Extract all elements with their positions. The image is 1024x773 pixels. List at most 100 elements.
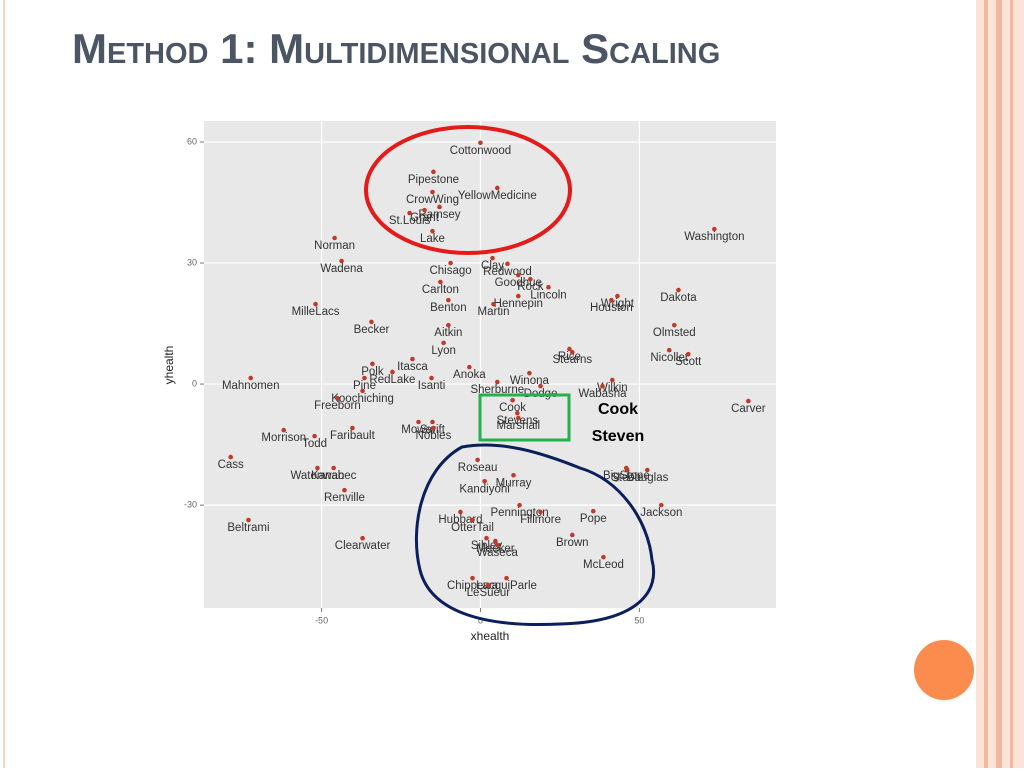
point-label: Steele (611, 472, 644, 484)
point (332, 235, 337, 241)
point-label: LeSueur (467, 587, 511, 599)
point-label: Wilkin (597, 382, 628, 394)
point-label: Becker (354, 324, 390, 336)
point-label: Waseca (477, 547, 519, 559)
point-label: Fillmore (520, 514, 561, 526)
point (546, 284, 551, 290)
point (658, 502, 664, 508)
point (228, 454, 233, 460)
x-axis-title: xhealth (471, 629, 510, 643)
point-label: Chippewa (447, 580, 499, 592)
y-tick-label: 30 (187, 257, 197, 267)
point-label: Sherburne (470, 384, 524, 396)
point (712, 226, 717, 232)
point (470, 575, 475, 581)
point-label: Morrison (261, 432, 306, 444)
point-label: Clearwater (335, 540, 391, 552)
point-label: Olmsted (653, 327, 696, 339)
point (685, 351, 691, 357)
point-label: Grant (410, 212, 440, 224)
stripe (1010, 0, 1013, 768)
x-tick-label: 0 (478, 615, 483, 625)
point-label: Mower (401, 424, 436, 436)
point (482, 479, 487, 484)
point-label: Wadena (320, 263, 363, 275)
point-label: LacquiParle (476, 580, 537, 592)
point-label: Sibley (471, 540, 503, 552)
point-label: Jackson (640, 507, 682, 519)
point-label: Ramsey (418, 209, 460, 221)
point (429, 375, 434, 381)
point (431, 169, 436, 175)
point-label: Todd (302, 438, 327, 450)
point (430, 189, 435, 195)
point-label: Wabasha (578, 388, 627, 400)
point-label: Hubbard (438, 514, 482, 526)
point-label: Carlton (422, 284, 459, 296)
decor-circle (914, 640, 974, 700)
point (624, 467, 630, 473)
point-label: Kanabec (311, 470, 357, 482)
point (335, 395, 340, 401)
x-tick-label: -50 (315, 615, 328, 625)
point-label: OtterTail (451, 522, 494, 534)
y-axis-title: yhealth (162, 346, 176, 385)
y-tick-label: 0 (192, 378, 197, 388)
point (486, 582, 491, 588)
point (609, 297, 614, 303)
point-label: McLeod (583, 559, 624, 571)
point (538, 509, 543, 515)
point (615, 293, 620, 299)
point-label: Murray (496, 477, 532, 489)
point-label: Lake (420, 233, 445, 245)
point (510, 397, 515, 403)
y-tick-label: 60 (187, 136, 197, 146)
point-label: Itasca (397, 361, 428, 373)
point-label: Renville (324, 492, 365, 504)
point-label: Lincoln (530, 289, 566, 301)
point (570, 349, 575, 355)
point-label: Isanti (418, 380, 446, 392)
point (528, 276, 533, 282)
point (515, 415, 521, 421)
point-label: Pope (580, 513, 607, 525)
point-label: Nicollet (650, 352, 689, 364)
point-label: Washington (684, 231, 744, 243)
point-label: Cottonwood (450, 145, 511, 157)
point-label: Clay (481, 260, 504, 272)
annotation: Cook (598, 401, 638, 418)
point (504, 575, 509, 581)
point (431, 425, 436, 431)
annotation: Steven (592, 428, 644, 445)
point (601, 554, 606, 560)
point (538, 383, 543, 389)
point (505, 261, 510, 267)
point (567, 346, 572, 352)
point-label: Martin (478, 306, 510, 318)
point (490, 255, 495, 261)
point (511, 472, 516, 478)
point (478, 140, 483, 146)
point-label: Nobles (416, 430, 452, 442)
point-label: Faribault (330, 430, 376, 442)
point-label: Meeker (476, 543, 515, 555)
point (672, 322, 677, 328)
point (446, 297, 451, 303)
point (495, 542, 500, 548)
point (515, 293, 521, 299)
point (342, 487, 347, 493)
point-label: Aitkin (434, 327, 462, 339)
point (370, 361, 375, 367)
point (666, 347, 672, 353)
point-label: Marshall (497, 420, 540, 432)
point (360, 388, 365, 394)
point-label: Koochiching (331, 393, 394, 405)
point (441, 340, 446, 346)
point-label: CrowWing (406, 194, 459, 206)
point-label: Douglas (626, 472, 668, 484)
point (390, 369, 395, 375)
point (350, 425, 355, 431)
point-label: Redwood (483, 266, 532, 278)
point (430, 228, 435, 234)
point (515, 410, 520, 416)
